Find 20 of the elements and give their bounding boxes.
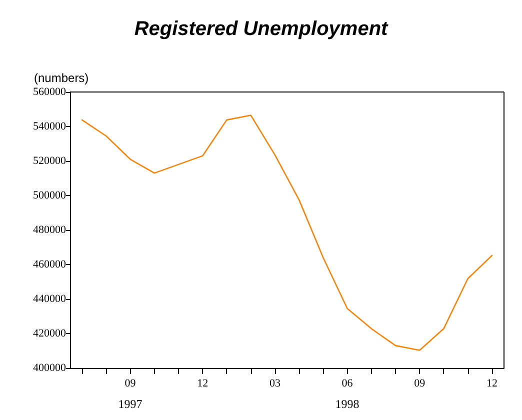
x-tick-label: 12 [486, 378, 498, 390]
x-tick-label: 06 [342, 378, 354, 390]
text: 1998 [335, 397, 360, 411]
y-tick-label: 540000 [33, 120, 66, 132]
x-tick-label: 12 [197, 378, 208, 390]
x-tick-label: 09 [124, 378, 136, 390]
x-tick-label: 03 [269, 378, 281, 390]
y-tick-label: 440000 [33, 293, 66, 305]
y-tick-label: 560000 [33, 86, 66, 98]
text: 1997 [118, 397, 142, 411]
y-tick-label: 400000 [33, 362, 66, 374]
y-axis-title: (numbers) [34, 71, 89, 85]
y-tick-label: 460000 [33, 258, 66, 270]
y-tick-label: 500000 [33, 190, 66, 202]
y-tick-label: 520000 [33, 155, 66, 167]
x-tick-label: 09 [414, 378, 426, 390]
chart-title: Registered Unemployment [134, 18, 390, 40]
line-series [81, 114, 493, 351]
y-tick-label: 420000 [33, 328, 66, 340]
y-tick-label: 480000 [33, 224, 66, 236]
